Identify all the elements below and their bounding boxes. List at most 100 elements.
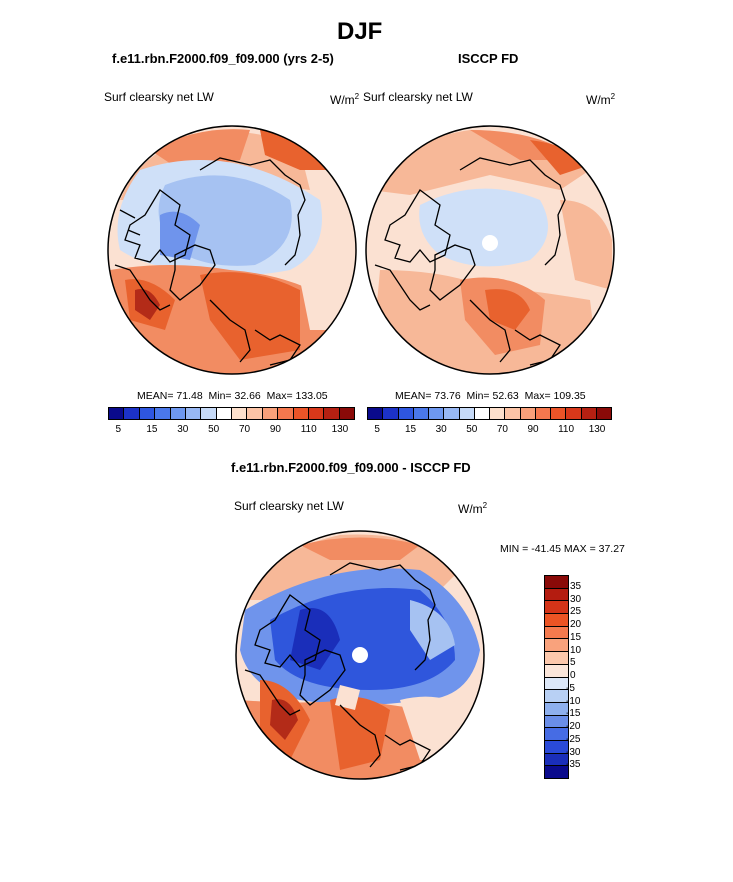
panel-right-variable: Surf clearsky net LW	[363, 90, 473, 104]
colorbar-swatch	[535, 408, 551, 419]
panel-left-title: f.e11.rbn.F2000.f09_f09.000 (yrs 2-5)	[112, 51, 334, 66]
colorbar-right	[367, 407, 612, 420]
colorbar-swatch	[324, 408, 340, 419]
diff-variable: Surf clearsky net LW	[234, 499, 344, 513]
colorbar-swatch	[474, 408, 490, 419]
colorbar-difference	[544, 575, 569, 779]
diff-title: f.e11.rbn.F2000.f09_f09.000 - ISCCP FD	[231, 460, 471, 475]
colorbar-swatch	[545, 740, 568, 754]
colorbar-swatch	[545, 601, 568, 615]
map-model	[108, 126, 356, 374]
colorbar-tick-label: 70	[238, 424, 251, 435]
colorbar-tick-label: -25	[566, 733, 581, 745]
colorbar-swatch	[520, 408, 536, 419]
colorbar-swatch	[170, 408, 186, 419]
colorbar-tick-label: -5	[566, 682, 575, 694]
colorbar-tick-label: 70	[496, 424, 508, 435]
colorbar-tick-label: 50	[466, 424, 478, 435]
colorbar-tick-label: 90	[527, 424, 539, 435]
colorbar-swatch	[368, 408, 384, 419]
colorbar-swatch	[185, 408, 202, 419]
colorbar-swatch	[545, 639, 568, 653]
colorbar-swatch	[232, 408, 248, 419]
colorbar-tick-label: 15	[146, 424, 158, 435]
colorbar-swatch	[429, 408, 445, 419]
colorbar-tick-label: 130	[588, 424, 606, 435]
colorbar-swatch	[545, 626, 568, 640]
colorbar-swatch	[596, 408, 611, 419]
colorbar-swatch	[216, 408, 232, 419]
colorbar-swatch	[444, 408, 460, 419]
colorbar-left	[108, 407, 355, 420]
colorbar-swatch	[545, 588, 568, 602]
colorbar-swatch	[124, 408, 140, 419]
colorbar-tick-label: 110	[558, 424, 575, 435]
colorbar-swatch	[139, 408, 156, 419]
colorbar-swatch	[278, 408, 294, 419]
colorbar-swatch	[155, 408, 171, 419]
colorbar-tick-label: 20	[570, 619, 582, 630]
panel-left-stats: MEAN= 71.48 Min= 32.66 Max= 133.05	[137, 390, 328, 402]
panel-left-units: W/m2	[330, 92, 360, 107]
panel-right-stats: MEAN= 73.76 Min= 52.63 Max= 109.35	[395, 390, 586, 402]
colorbar-swatch	[247, 408, 263, 419]
colorbar-left-ticks: 5 15 30 50 70 90 110 130	[108, 424, 355, 438]
colorbar-swatch	[490, 408, 506, 419]
colorbar-swatch	[545, 677, 568, 691]
colorbar-swatch	[545, 702, 568, 716]
colorbar-tick-label: 5	[570, 657, 576, 669]
colorbar-swatch	[545, 753, 568, 767]
colorbar-tick-label: 30	[570, 593, 582, 605]
colorbar-swatch	[413, 408, 429, 419]
colorbar-swatch	[545, 728, 568, 741]
colorbar-difference-ticks: 35 30 25 20 15 10 5 0 -5 -10 -15 -20 -25 -30 -35	[566, 575, 606, 779]
colorbar-tick-label: 5	[374, 424, 380, 435]
colorbar-swatch	[339, 408, 354, 419]
colorbar-swatch	[545, 614, 568, 627]
colorbar-tick-label: 10	[570, 644, 582, 656]
colorbar-swatch	[398, 408, 414, 419]
map-difference	[236, 531, 484, 779]
colorbar-swatch	[545, 576, 568, 589]
colorbar-swatch	[551, 408, 567, 419]
colorbar-tick-label: -10	[566, 695, 581, 707]
colorbar-swatch	[262, 408, 279, 419]
colorbar-tick-label: -35	[566, 759, 581, 771]
colorbar-swatch	[545, 690, 568, 703]
colorbar-swatch	[505, 408, 521, 419]
colorbar-tick-label: -15	[566, 708, 581, 720]
colorbar-tick-label: 50	[208, 424, 220, 435]
diff-units: W/m2	[458, 501, 488, 516]
colorbar-swatch	[581, 408, 597, 419]
diff-min-max: MIN = -41.45 MAX = 37.27	[500, 543, 625, 555]
colorbar-tick-label: 110	[300, 424, 317, 435]
colorbar-tick-label: 90	[269, 424, 281, 435]
colorbar-swatch	[545, 766, 568, 778]
panel-right-title: ISCCP FD	[458, 51, 519, 66]
colorbar-tick-label: 25	[570, 606, 582, 618]
colorbar-tick-label: 130	[331, 424, 349, 435]
colorbar-tick-label: 30	[435, 424, 447, 435]
colorbar-right-ticks: 5 15 30 50 70 90 110 130	[367, 424, 612, 438]
colorbar-swatch	[383, 408, 399, 419]
colorbar-swatch	[545, 715, 568, 729]
panel-right-units: W/m2	[586, 92, 616, 107]
colorbar-tick-label: -30	[566, 746, 581, 758]
colorbar-swatch	[293, 408, 309, 419]
colorbar-tick-label: 5	[115, 424, 121, 435]
colorbar-swatch	[545, 664, 568, 678]
page-title: DJF	[337, 18, 383, 45]
colorbar-swatch	[566, 408, 582, 419]
colorbar-tick-label: 30	[177, 424, 189, 435]
colorbar-tick-label: 35	[570, 580, 582, 592]
colorbar-swatch	[201, 408, 217, 419]
colorbar-tick-label: -20	[566, 721, 581, 732]
map-isccp	[366, 126, 614, 374]
colorbar-swatch	[545, 652, 568, 665]
colorbar-tick-label: 0	[570, 670, 576, 681]
colorbar-tick-label: 15	[404, 424, 417, 435]
colorbar-tick-label: 15	[570, 631, 582, 643]
panel-left-variable: Surf clearsky net LW	[104, 90, 214, 104]
colorbar-swatch	[109, 408, 125, 419]
